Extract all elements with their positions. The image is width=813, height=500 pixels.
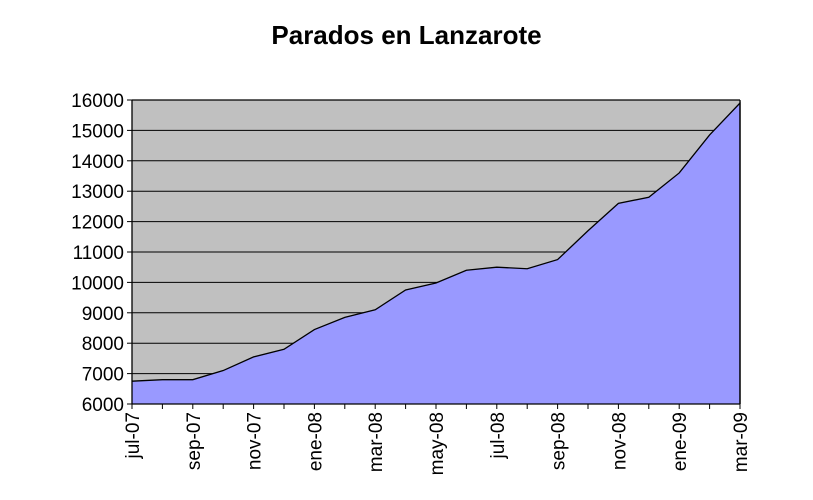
x-tick-label: jul-07 (123, 412, 144, 459)
y-tick-label: 11000 (73, 243, 124, 264)
y-tick-label: 13000 (71, 182, 124, 203)
x-tick-label: mar-08 (366, 412, 387, 472)
axes (127, 99, 741, 409)
y-tick-label: 10000 (71, 273, 124, 294)
x-tick-label: ene-08 (305, 412, 326, 471)
y-tick-label: 6000 (82, 395, 124, 416)
x-tick-label: sep-08 (549, 412, 570, 470)
area-series (132, 103, 740, 404)
y-tick-label: 16000 (71, 91, 124, 112)
x-axis-tick-labels: jul-07 sep-07 nov-07 ene-08 mar-08 may-08 jul-… (123, 412, 752, 475)
y-tick-label: 8000 (82, 334, 124, 355)
x-tick-label: sep-07 (184, 412, 205, 470)
y-tick-label: 14000 (71, 152, 124, 173)
x-tick-label: nov-07 (245, 412, 266, 470)
area-series-outline (131, 101, 741, 404)
y-axis-tick-labels: 6000 7000 8000 9000 10000 11000 12000 13000 1400… (71, 91, 124, 416)
y-tick-label: 7000 (82, 365, 124, 386)
x-tick-label: jul-08 (488, 412, 509, 459)
x-tick-label: may-08 (427, 412, 448, 475)
x-tick-label: ene-09 (670, 412, 691, 471)
y-tick-label: 12000 (71, 213, 124, 234)
y-tick-label: 15000 (71, 121, 124, 142)
chart-title: Parados en Lanzarote (271, 20, 542, 50)
y-tick-label: 9000 (82, 304, 124, 325)
x-tick-label: mar-09 (731, 412, 752, 472)
x-tick-label: nov-08 (609, 412, 630, 470)
